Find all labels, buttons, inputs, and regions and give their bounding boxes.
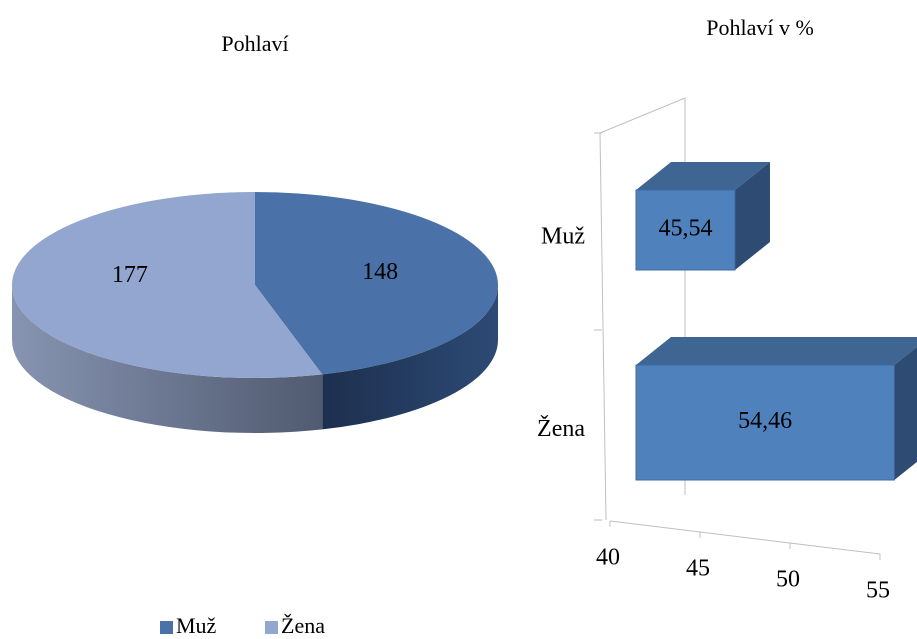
y-tick-label: Žena	[537, 416, 585, 442]
bar-top	[636, 337, 917, 365]
x-tick-label: 40	[596, 545, 620, 571]
bar-side	[734, 162, 770, 270]
data-label: 54,46	[738, 408, 792, 434]
legend-label: Žena	[281, 613, 325, 638]
x-tick-label: 55	[866, 578, 890, 604]
y-tick-label: Muž	[541, 224, 585, 250]
pie-title: Pohlaví	[221, 31, 288, 56]
pie-side	[322, 285, 498, 430]
legend-swatch	[265, 621, 278, 634]
bar-side	[894, 346, 917, 480]
data-label: 177	[112, 262, 148, 288]
bar-wall	[599, 97, 686, 521]
x-tick-label: 45	[686, 556, 710, 582]
bar-title: Pohlaví v %	[706, 15, 814, 40]
bar	[635, 189, 736, 271]
bar	[635, 364, 895, 481]
data-label: 45,54	[658, 216, 712, 242]
legend-label: Muž	[176, 613, 217, 638]
pie-slice	[255, 192, 499, 375]
data-label: 148	[362, 259, 398, 285]
pie-side	[12, 285, 323, 433]
pie-slice	[12, 192, 323, 378]
bar-top	[636, 162, 770, 190]
legend-swatch	[160, 621, 173, 634]
x-tick-label: 50	[776, 567, 800, 593]
x-axis	[609, 520, 881, 555]
